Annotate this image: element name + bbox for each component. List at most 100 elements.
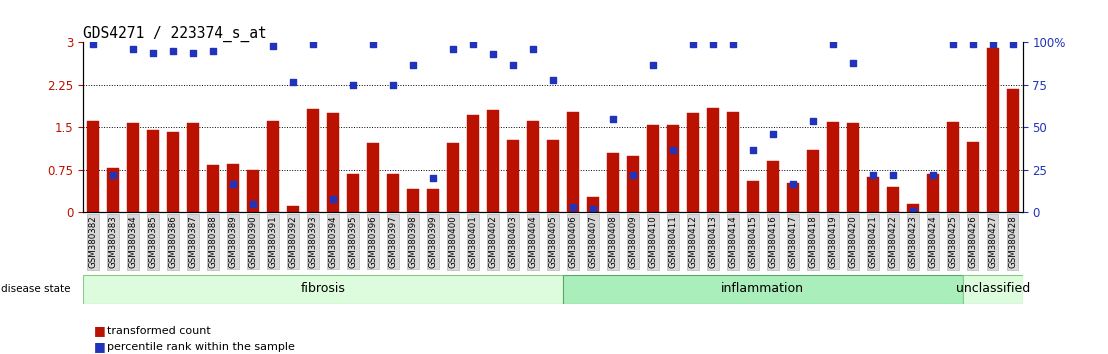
Bar bbox=[827, 122, 839, 212]
Text: GSM380419: GSM380419 bbox=[829, 216, 838, 268]
Point bbox=[345, 82, 362, 88]
Bar bbox=[707, 108, 719, 212]
Bar bbox=[466, 115, 479, 212]
Point bbox=[464, 41, 482, 47]
Bar bbox=[587, 196, 598, 212]
Text: GSM380414: GSM380414 bbox=[728, 216, 737, 268]
Bar bbox=[227, 164, 239, 212]
Bar bbox=[127, 124, 140, 212]
Text: GSM380390: GSM380390 bbox=[248, 216, 257, 268]
Text: GSM380418: GSM380418 bbox=[808, 216, 818, 268]
Text: ■: ■ bbox=[94, 341, 106, 353]
Text: GSM380420: GSM380420 bbox=[849, 216, 858, 268]
Text: percentile rank within the sample: percentile rank within the sample bbox=[107, 342, 296, 352]
Text: GSM380387: GSM380387 bbox=[188, 216, 197, 268]
Text: GSM380427: GSM380427 bbox=[988, 216, 997, 268]
Point bbox=[325, 196, 342, 202]
Bar bbox=[527, 121, 538, 212]
Bar bbox=[767, 161, 779, 212]
Point bbox=[844, 60, 862, 66]
Text: fibrosis: fibrosis bbox=[300, 282, 346, 295]
Point bbox=[424, 176, 442, 181]
Bar bbox=[307, 109, 319, 212]
Bar bbox=[787, 183, 799, 212]
Text: GSM380386: GSM380386 bbox=[168, 216, 177, 268]
Bar bbox=[347, 174, 359, 212]
Point bbox=[904, 208, 922, 213]
Point bbox=[484, 52, 502, 57]
Point bbox=[984, 41, 1002, 47]
Point bbox=[164, 48, 182, 54]
Bar bbox=[327, 113, 339, 212]
Point bbox=[684, 41, 701, 47]
Point bbox=[365, 41, 382, 47]
Point bbox=[884, 172, 902, 178]
FancyBboxPatch shape bbox=[963, 275, 1023, 304]
Bar bbox=[247, 170, 259, 212]
Bar bbox=[926, 174, 938, 212]
Text: GSM380399: GSM380399 bbox=[429, 216, 438, 268]
Point bbox=[104, 172, 122, 178]
Text: unclassified: unclassified bbox=[955, 282, 1029, 295]
Text: GSM380393: GSM380393 bbox=[308, 216, 318, 268]
Text: GSM380421: GSM380421 bbox=[869, 216, 878, 268]
Point bbox=[84, 41, 102, 47]
Bar bbox=[507, 140, 519, 212]
Text: GSM380425: GSM380425 bbox=[948, 216, 957, 268]
Text: GDS4271 / 223374_s_at: GDS4271 / 223374_s_at bbox=[83, 26, 267, 42]
FancyBboxPatch shape bbox=[563, 275, 963, 304]
Text: GSM380401: GSM380401 bbox=[469, 216, 478, 268]
Bar bbox=[147, 130, 160, 212]
Point bbox=[224, 181, 242, 186]
Point bbox=[804, 118, 822, 124]
Bar bbox=[607, 153, 619, 212]
Bar bbox=[187, 124, 199, 212]
Text: GSM380423: GSM380423 bbox=[909, 216, 917, 268]
Point bbox=[524, 46, 542, 52]
Bar bbox=[107, 168, 119, 212]
Point bbox=[784, 181, 802, 186]
Point bbox=[743, 147, 761, 152]
Text: GSM380404: GSM380404 bbox=[529, 216, 537, 268]
Text: GSM380394: GSM380394 bbox=[328, 216, 338, 268]
Bar bbox=[287, 206, 299, 212]
Point bbox=[824, 41, 842, 47]
Text: GSM380412: GSM380412 bbox=[688, 216, 697, 268]
Text: GSM380411: GSM380411 bbox=[668, 216, 677, 268]
Point bbox=[264, 43, 281, 49]
Point bbox=[124, 46, 142, 52]
Point bbox=[384, 82, 402, 88]
Text: GSM380403: GSM380403 bbox=[509, 216, 517, 268]
Point bbox=[704, 41, 721, 47]
Text: GSM380382: GSM380382 bbox=[89, 216, 98, 268]
Bar bbox=[866, 177, 879, 212]
Bar bbox=[88, 121, 99, 212]
Bar bbox=[367, 143, 379, 212]
Text: GSM380415: GSM380415 bbox=[748, 216, 757, 268]
Point bbox=[664, 147, 681, 152]
Bar bbox=[647, 125, 659, 212]
Text: ■: ■ bbox=[94, 325, 106, 337]
Text: GSM380395: GSM380395 bbox=[349, 216, 358, 268]
Text: GSM380422: GSM380422 bbox=[889, 216, 897, 268]
Bar bbox=[1007, 89, 1018, 212]
Text: GSM380400: GSM380400 bbox=[449, 216, 458, 268]
Text: GSM380383: GSM380383 bbox=[109, 216, 117, 268]
Text: GSM380398: GSM380398 bbox=[409, 216, 418, 268]
Text: transformed count: transformed count bbox=[107, 326, 212, 336]
Point bbox=[544, 77, 562, 83]
Point bbox=[604, 116, 622, 122]
Text: GSM380397: GSM380397 bbox=[389, 216, 398, 268]
Text: GSM380410: GSM380410 bbox=[648, 216, 657, 268]
Bar bbox=[486, 110, 499, 212]
FancyBboxPatch shape bbox=[83, 275, 563, 304]
Point bbox=[584, 206, 602, 212]
Bar bbox=[727, 112, 739, 212]
Text: GSM380392: GSM380392 bbox=[288, 216, 298, 268]
Text: GSM380407: GSM380407 bbox=[588, 216, 597, 268]
Text: GSM380385: GSM380385 bbox=[148, 216, 157, 268]
Bar bbox=[627, 156, 639, 212]
Bar bbox=[987, 48, 998, 212]
Point bbox=[184, 50, 202, 56]
Text: GSM380416: GSM380416 bbox=[768, 216, 778, 268]
